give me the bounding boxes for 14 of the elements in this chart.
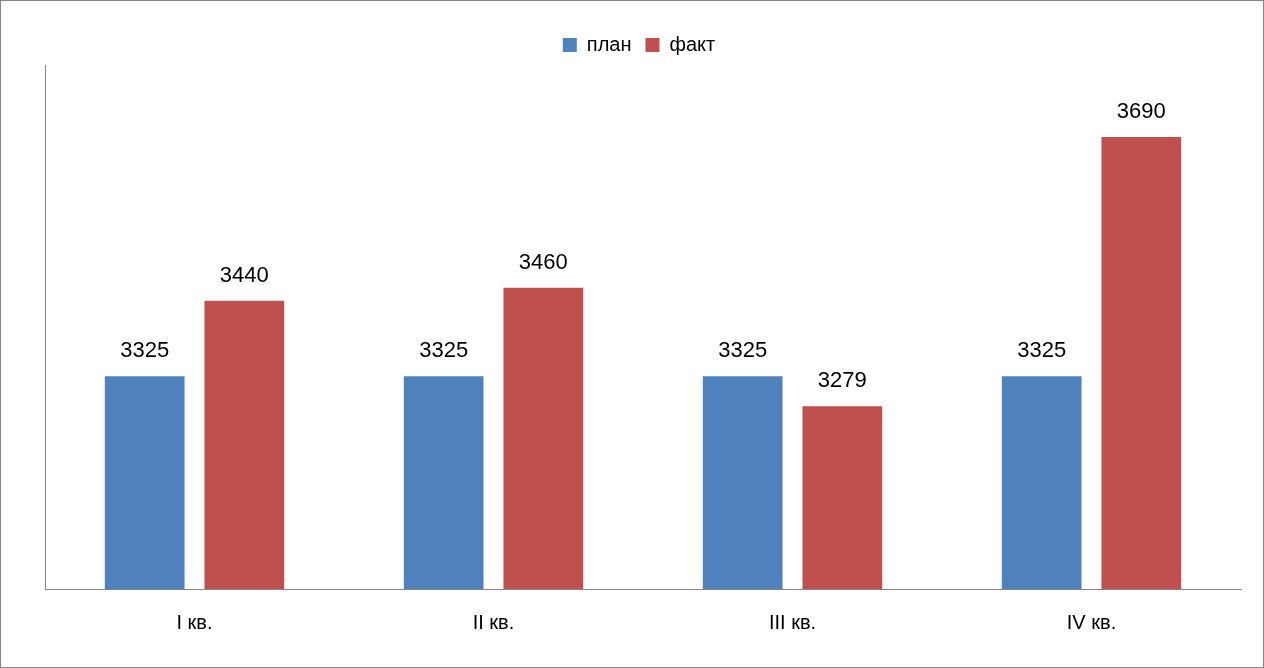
data-label: 3460: [518, 248, 568, 274]
data-label: 3325: [718, 337, 768, 363]
data-label: 3325: [419, 337, 469, 363]
data-label: 3440: [219, 261, 269, 287]
x-tick-label: I кв.: [176, 610, 213, 633]
x-tick-label: II кв.: [472, 610, 515, 633]
data-label: 3279: [817, 367, 867, 393]
data-label: 3325: [120, 337, 170, 363]
x-tick-label: IV кв.: [1066, 610, 1117, 633]
legend-label: факт: [669, 32, 716, 55]
data-label: 3325: [1017, 337, 1067, 363]
data-label: 3690: [1116, 98, 1166, 124]
legend-label: план: [586, 32, 632, 55]
x-tick-label: III кв.: [768, 610, 817, 633]
